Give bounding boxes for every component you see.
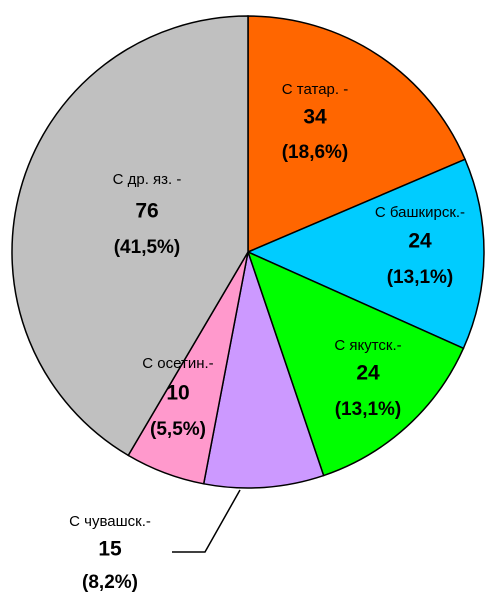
slice-percent: (13,1%)	[335, 399, 402, 420]
leader-line	[172, 489, 241, 553]
slice-percent: (8,2%)	[82, 572, 138, 593]
slice-value: 24	[356, 362, 380, 385]
slice-name: С осетин.-	[142, 355, 213, 372]
slice-name: С др. яз. -	[113, 171, 182, 188]
slice-value: 24	[408, 230, 432, 253]
pie-slice	[202, 249, 325, 489]
slice-percent: (41,5%)	[114, 237, 181, 258]
slice-value: 34	[303, 106, 327, 129]
slice-percent: (18,6%)	[282, 142, 349, 163]
slice-name: С башкирск.-	[375, 204, 465, 221]
slice-percent: (5,5%)	[150, 419, 206, 440]
slice-name: С татар. -	[282, 81, 348, 98]
slice-name: С якутск.-	[334, 337, 401, 354]
slice-value: 15	[98, 538, 122, 561]
slice-value: 76	[135, 200, 158, 223]
pie-slice	[11, 15, 249, 457]
pie-slice	[246, 158, 485, 350]
pie-slice	[247, 15, 467, 254]
slice-percent: (13,1%)	[387, 267, 454, 288]
slice-name: С чувашск.-	[69, 513, 151, 530]
pie-slice	[246, 250, 465, 477]
pie	[11, 15, 485, 489]
slice-value: 10	[166, 382, 189, 405]
